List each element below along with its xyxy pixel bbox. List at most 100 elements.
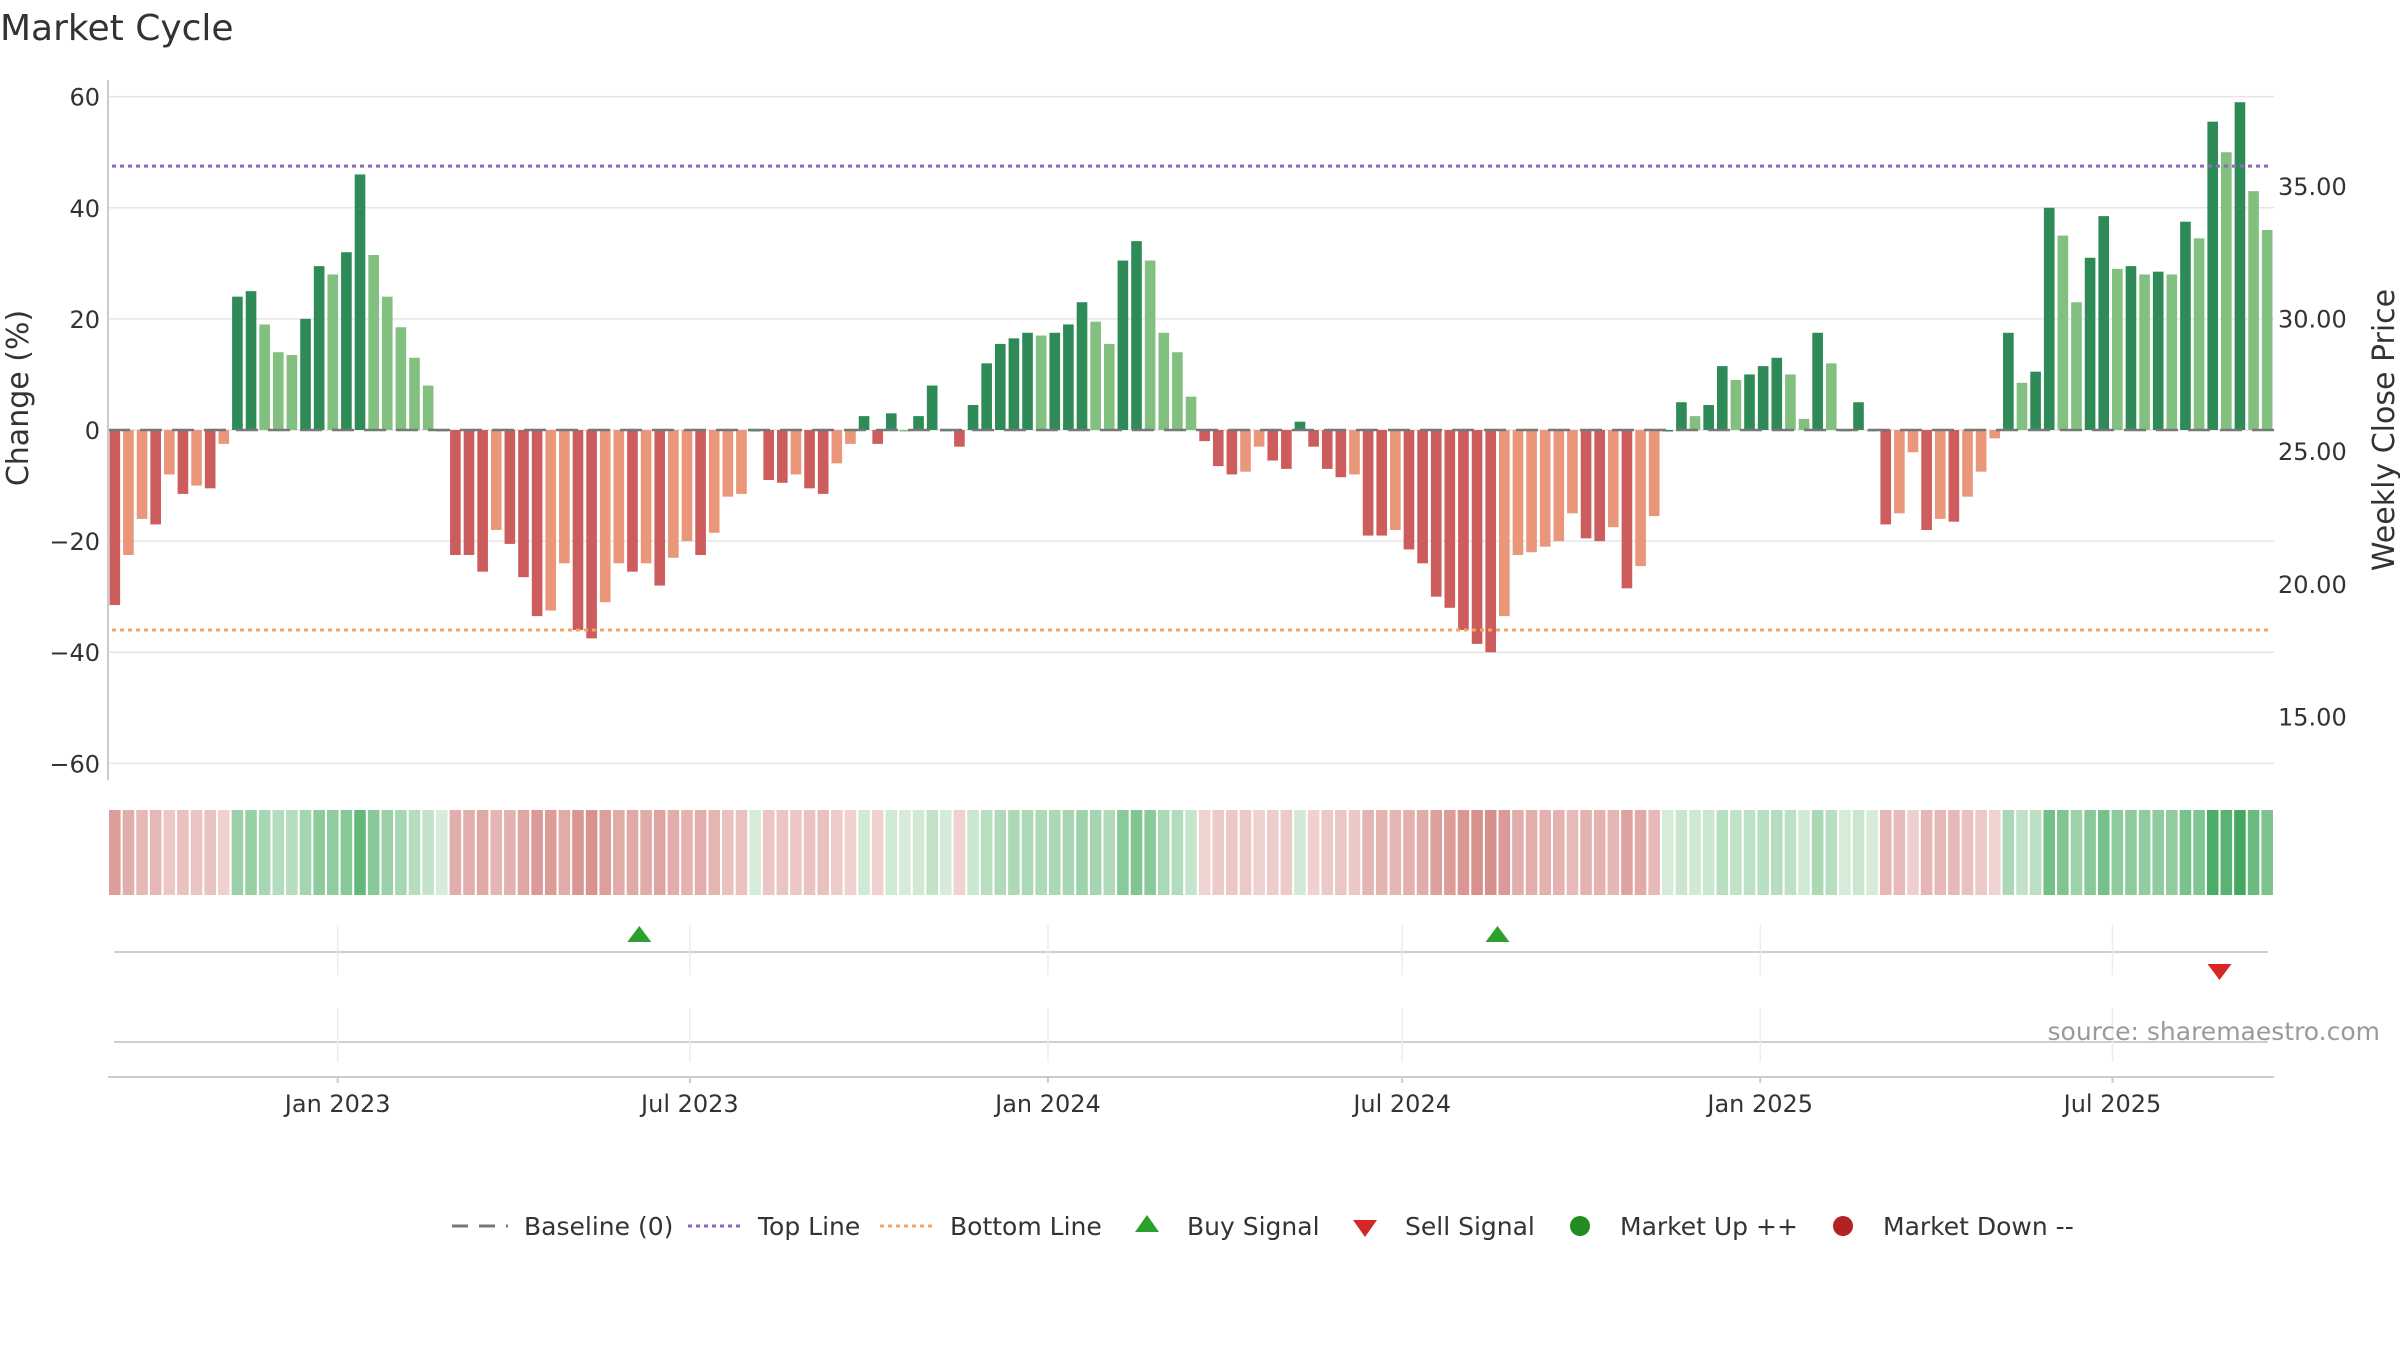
change-bar <box>1172 352 1183 430</box>
y2-axis-title: Weekly Close Price <box>2367 289 2400 571</box>
change-bar <box>1771 357 1783 430</box>
change-bar <box>1158 332 1170 430</box>
change-bar <box>1635 430 1646 567</box>
change-bar <box>2234 102 2246 430</box>
legend-label: Buy Signal <box>1187 1212 1320 1241</box>
change-bar <box>1798 418 1810 430</box>
heat-cell <box>1130 810 1143 895</box>
change-bar <box>1894 430 1905 514</box>
heat-cell <box>1157 810 1170 895</box>
change-bar <box>368 255 379 430</box>
change-bar <box>1308 430 1319 447</box>
change-bar <box>1008 338 1020 430</box>
heat-cell <box>790 810 802 895</box>
change-bar <box>1526 430 1537 553</box>
heat-cell <box>299 810 312 895</box>
x-tick-label: Jan 2024 <box>993 1090 1101 1118</box>
change-bar <box>286 355 298 430</box>
change-bar <box>695 430 706 555</box>
heat-cell <box>449 810 462 895</box>
change-bar <box>463 430 475 555</box>
heat-cell <box>476 810 489 895</box>
change-bar <box>1975 430 1987 472</box>
change-bar <box>477 430 488 572</box>
heat-cell <box>1961 810 1974 895</box>
heat-cell <box>1403 810 1415 895</box>
heat-cell <box>1294 810 1306 895</box>
heat-cell <box>1198 810 1211 895</box>
heat-cell <box>463 810 475 895</box>
change-bar <box>2139 274 2150 430</box>
change-bar <box>926 385 938 430</box>
change-bar <box>817 430 829 494</box>
y2-tick-label: 20.00 <box>2278 571 2347 599</box>
change-bar <box>1648 430 1660 517</box>
heat-cell <box>1716 810 1729 895</box>
heat-cell <box>490 810 503 895</box>
heat-cell <box>517 810 530 895</box>
heat-cell <box>2206 810 2219 895</box>
change-bar <box>1825 363 1837 430</box>
change-bar <box>1458 430 1469 630</box>
change-bar <box>613 430 625 564</box>
change-bar <box>1063 324 1074 430</box>
change-bar <box>899 430 911 432</box>
heat-cell <box>817 810 829 895</box>
heat-cell <box>1008 810 1020 895</box>
change-bar <box>1403 430 1415 550</box>
heat-cell <box>1975 810 1987 895</box>
heat-cell <box>1907 810 1919 895</box>
heat-cell <box>1430 810 1442 895</box>
y-tick-label: 20 <box>69 306 100 334</box>
change-bar <box>2112 268 2123 430</box>
change-bar <box>232 296 243 430</box>
change-bar <box>450 430 461 555</box>
change-bar <box>777 430 788 483</box>
change-bar <box>1689 416 1701 430</box>
change-bar <box>1989 430 2001 439</box>
change-bars <box>109 102 2273 653</box>
heat-cell <box>1321 810 1334 895</box>
heat-cell <box>1580 810 1592 895</box>
change-bar <box>1376 430 1388 536</box>
change-bar <box>981 363 992 430</box>
legend-label: Baseline (0) <box>524 1212 673 1241</box>
heat-cell <box>204 810 216 895</box>
change-bar <box>341 252 352 430</box>
heat-cell <box>1144 810 1156 895</box>
heat-cell <box>326 810 339 895</box>
change-bar <box>490 430 502 530</box>
heat-cell <box>1920 810 1933 895</box>
change-bar <box>1662 430 1674 432</box>
heat-cell <box>122 810 135 895</box>
heat-cell <box>2166 810 2178 895</box>
change-bar <box>2057 235 2069 430</box>
x-tick-label: Jul 2025 <box>2062 1090 2162 1118</box>
change-bar <box>2084 257 2096 430</box>
heat-cell <box>1307 810 1320 895</box>
heat-cell <box>2179 810 2192 895</box>
change-bar <box>2221 152 2232 430</box>
x-tick-label: Jan 2023 <box>283 1090 391 1118</box>
heat-cell <box>1253 810 1265 895</box>
legend-market-up-swatch <box>1570 1216 1590 1236</box>
change-bar <box>1580 430 1592 539</box>
heat-cell <box>231 810 244 895</box>
heat-cell <box>408 810 421 895</box>
change-bar <box>1962 430 1973 497</box>
heat-cell <box>735 810 748 895</box>
heat-cell <box>953 810 966 895</box>
heat-cell <box>722 810 734 895</box>
heat-cell <box>1539 810 1551 895</box>
legend-item-sell: Sell Signal <box>1353 1212 1535 1241</box>
heat-cell <box>831 810 843 895</box>
change-bar <box>123 430 134 555</box>
heat-cell <box>1035 810 1047 895</box>
legend-label: Bottom Line <box>950 1212 1102 1241</box>
heat-cell <box>2057 810 2069 895</box>
change-bar <box>668 430 679 558</box>
change-bar <box>2261 230 2273 430</box>
heat-cell <box>599 810 612 895</box>
change-bar <box>531 430 543 617</box>
change-bar <box>2180 221 2191 430</box>
